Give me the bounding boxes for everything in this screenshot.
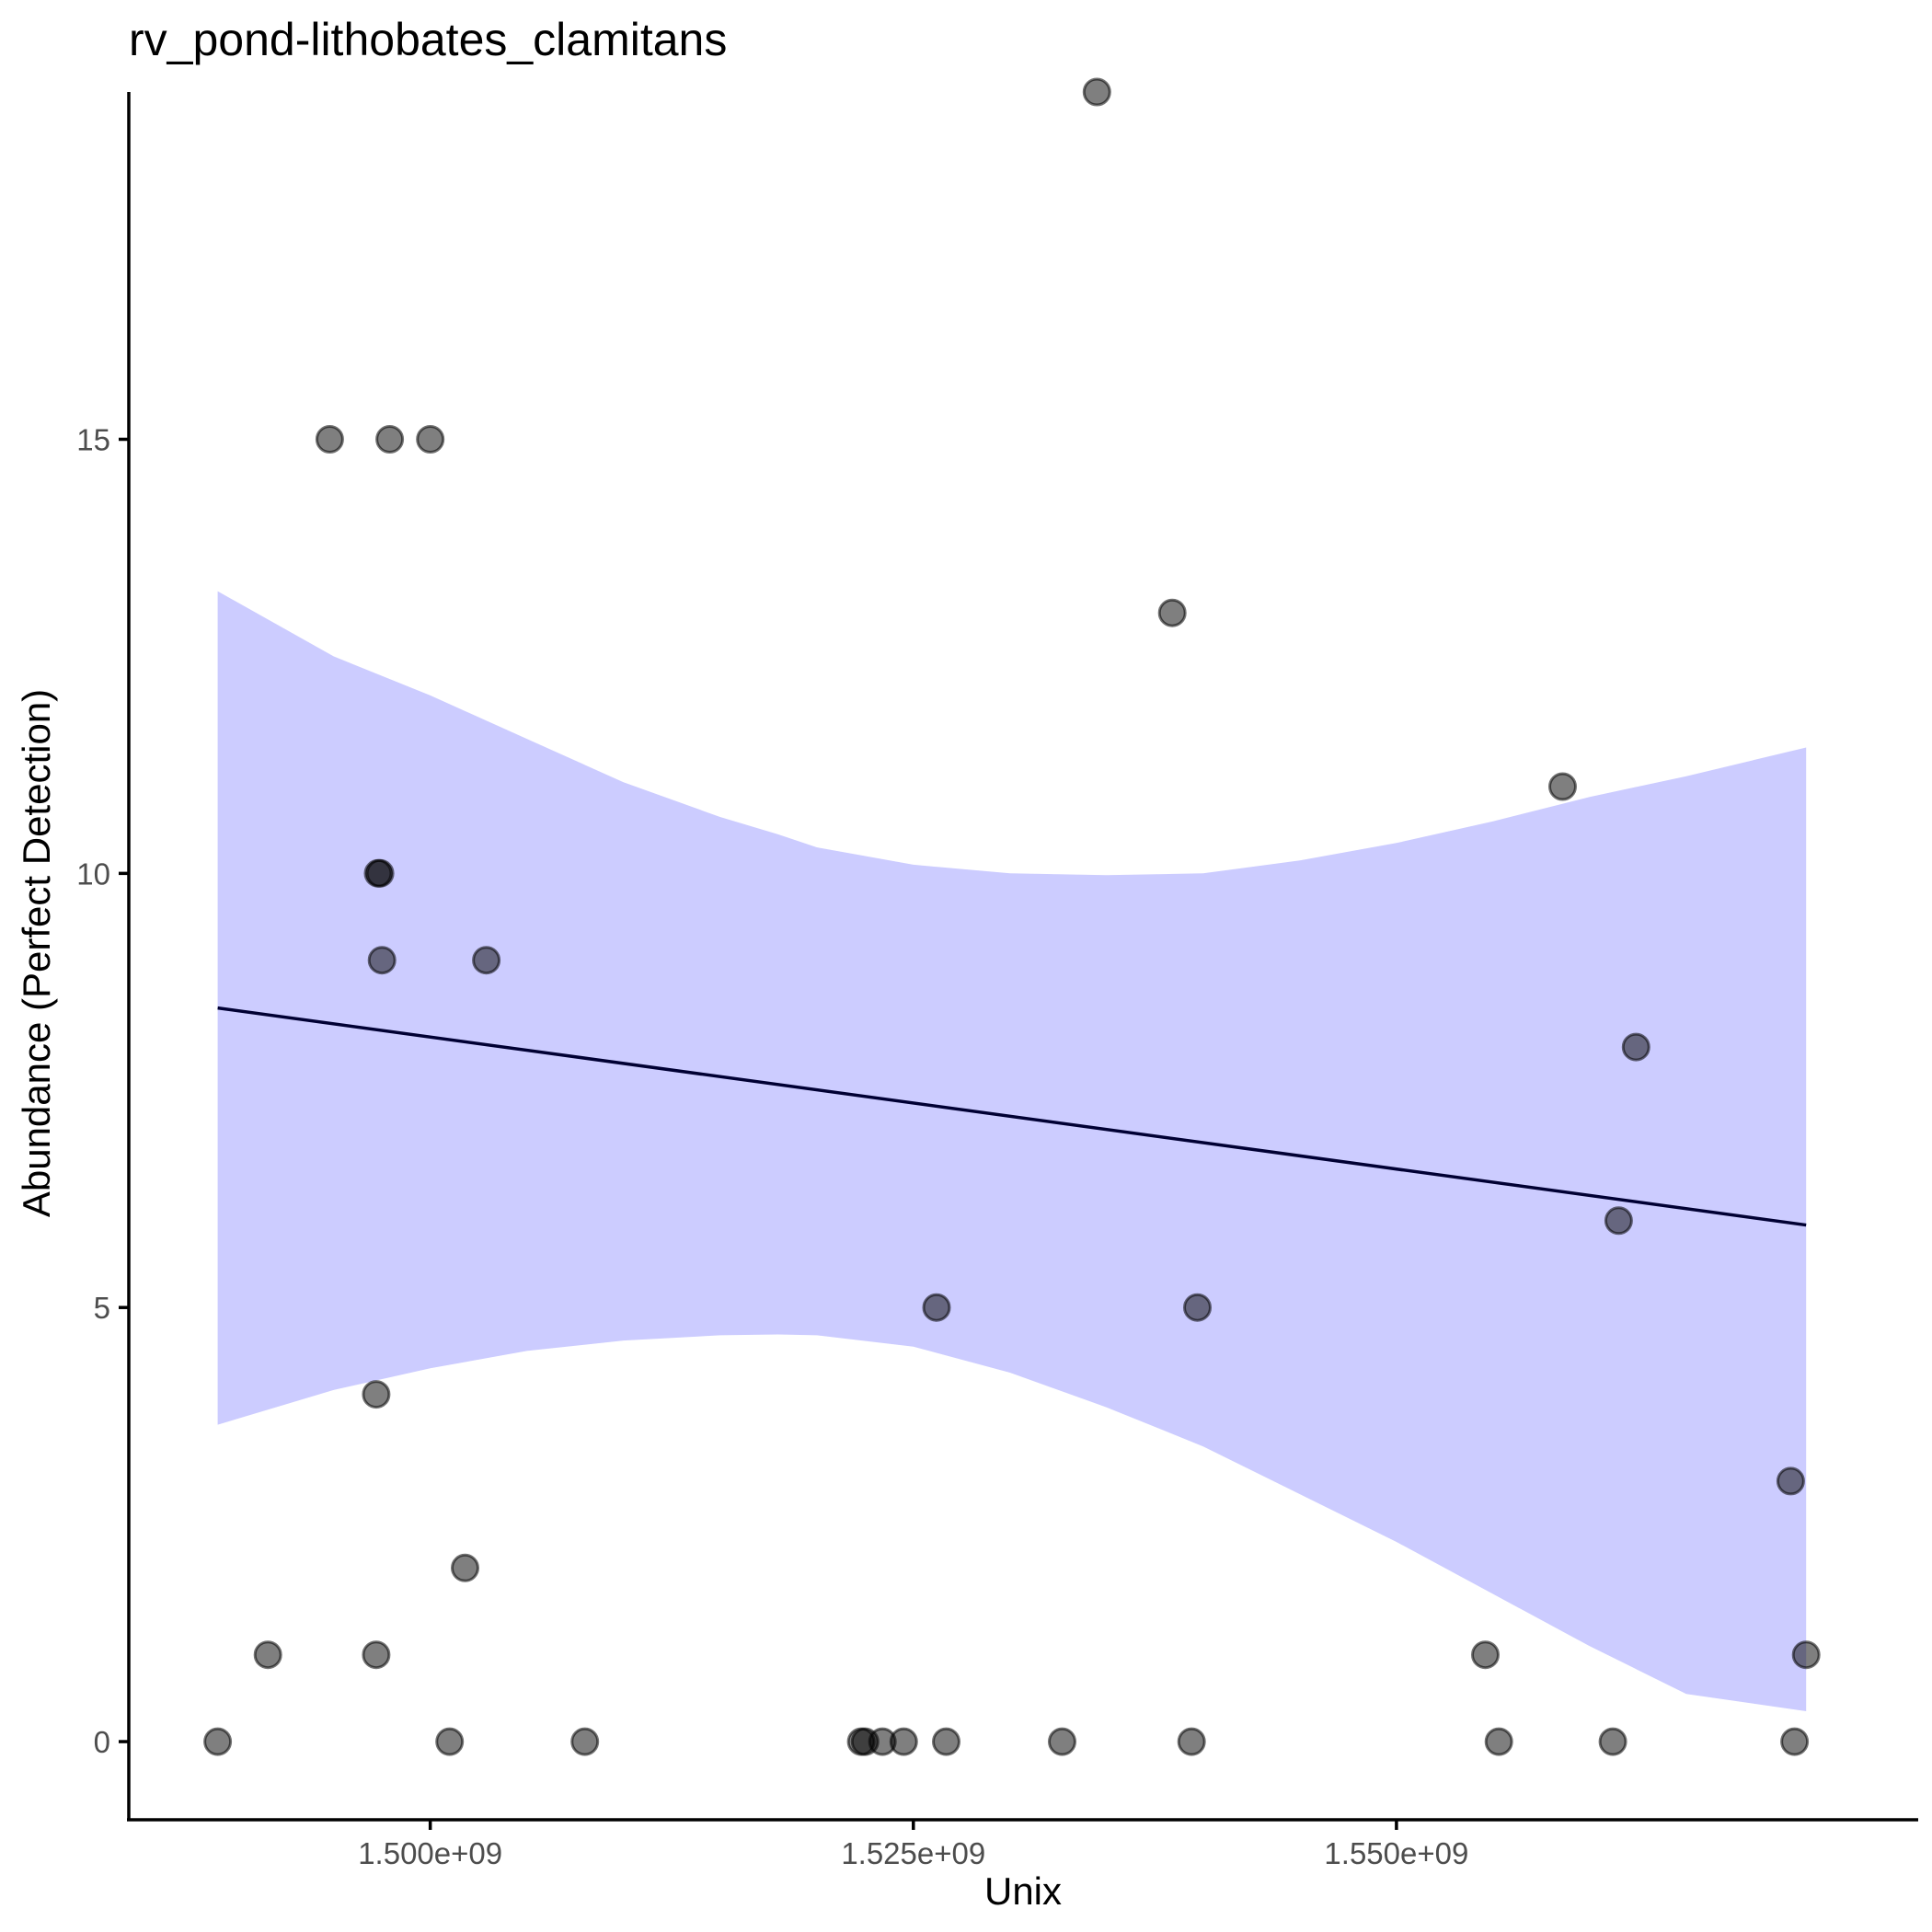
data-point — [203, 1727, 233, 1756]
fit-line-layer — [217, 1006, 1807, 1227]
points-layer — [203, 77, 1821, 1756]
data-point — [1621, 1032, 1650, 1062]
data-point — [253, 1640, 282, 1670]
x-tick-label: 1.525e+09 — [841, 1836, 985, 1870]
data-point — [1776, 1466, 1805, 1496]
data-point — [472, 946, 501, 975]
data-point — [451, 1553, 479, 1582]
data-point — [362, 1380, 391, 1409]
data-point — [932, 1727, 960, 1756]
data-point — [365, 858, 395, 888]
data-point — [1548, 772, 1577, 801]
confidence-band — [217, 591, 1807, 1711]
data-point — [315, 425, 344, 454]
y-ticks: 0 5 10 15 — [76, 422, 129, 1759]
data-point — [1177, 1727, 1206, 1756]
data-point — [570, 1727, 600, 1756]
data-point — [362, 1640, 391, 1670]
confidence-band-layer — [217, 591, 1807, 1711]
data-point — [922, 1293, 951, 1322]
data-point — [416, 425, 445, 454]
data-point — [1604, 1206, 1633, 1236]
data-point — [1471, 1640, 1500, 1670]
chart-title: rv_pond-lithobates_clamitans — [129, 14, 727, 65]
data-point — [375, 425, 405, 454]
data-point — [1780, 1727, 1810, 1756]
x-tick-label: 1.550e+09 — [1324, 1836, 1468, 1870]
data-point — [435, 1727, 465, 1756]
y-axis-title: Abundance (Perfect Detection) — [15, 689, 58, 1217]
data-point — [1484, 1727, 1513, 1756]
x-tick-label: 1.500e+09 — [358, 1836, 502, 1870]
data-point — [1183, 1293, 1212, 1322]
data-point — [1157, 598, 1187, 627]
fit-line — [217, 1006, 1807, 1227]
y-tick-label: 10 — [76, 857, 110, 891]
data-point — [1598, 1727, 1627, 1756]
data-point — [1048, 1727, 1076, 1756]
y-tick-label: 0 — [94, 1725, 110, 1759]
x-ticks: 1.500e+09 1.525e+09 1.550e+09 — [358, 1820, 1468, 1870]
x-axis-title: Unix — [984, 1869, 1062, 1913]
data-point — [1082, 77, 1111, 107]
data-point — [889, 1727, 918, 1756]
y-tick-label: 15 — [76, 422, 110, 456]
y-tick-label: 5 — [94, 1291, 110, 1325]
data-point — [1791, 1640, 1821, 1670]
data-point — [367, 946, 397, 975]
